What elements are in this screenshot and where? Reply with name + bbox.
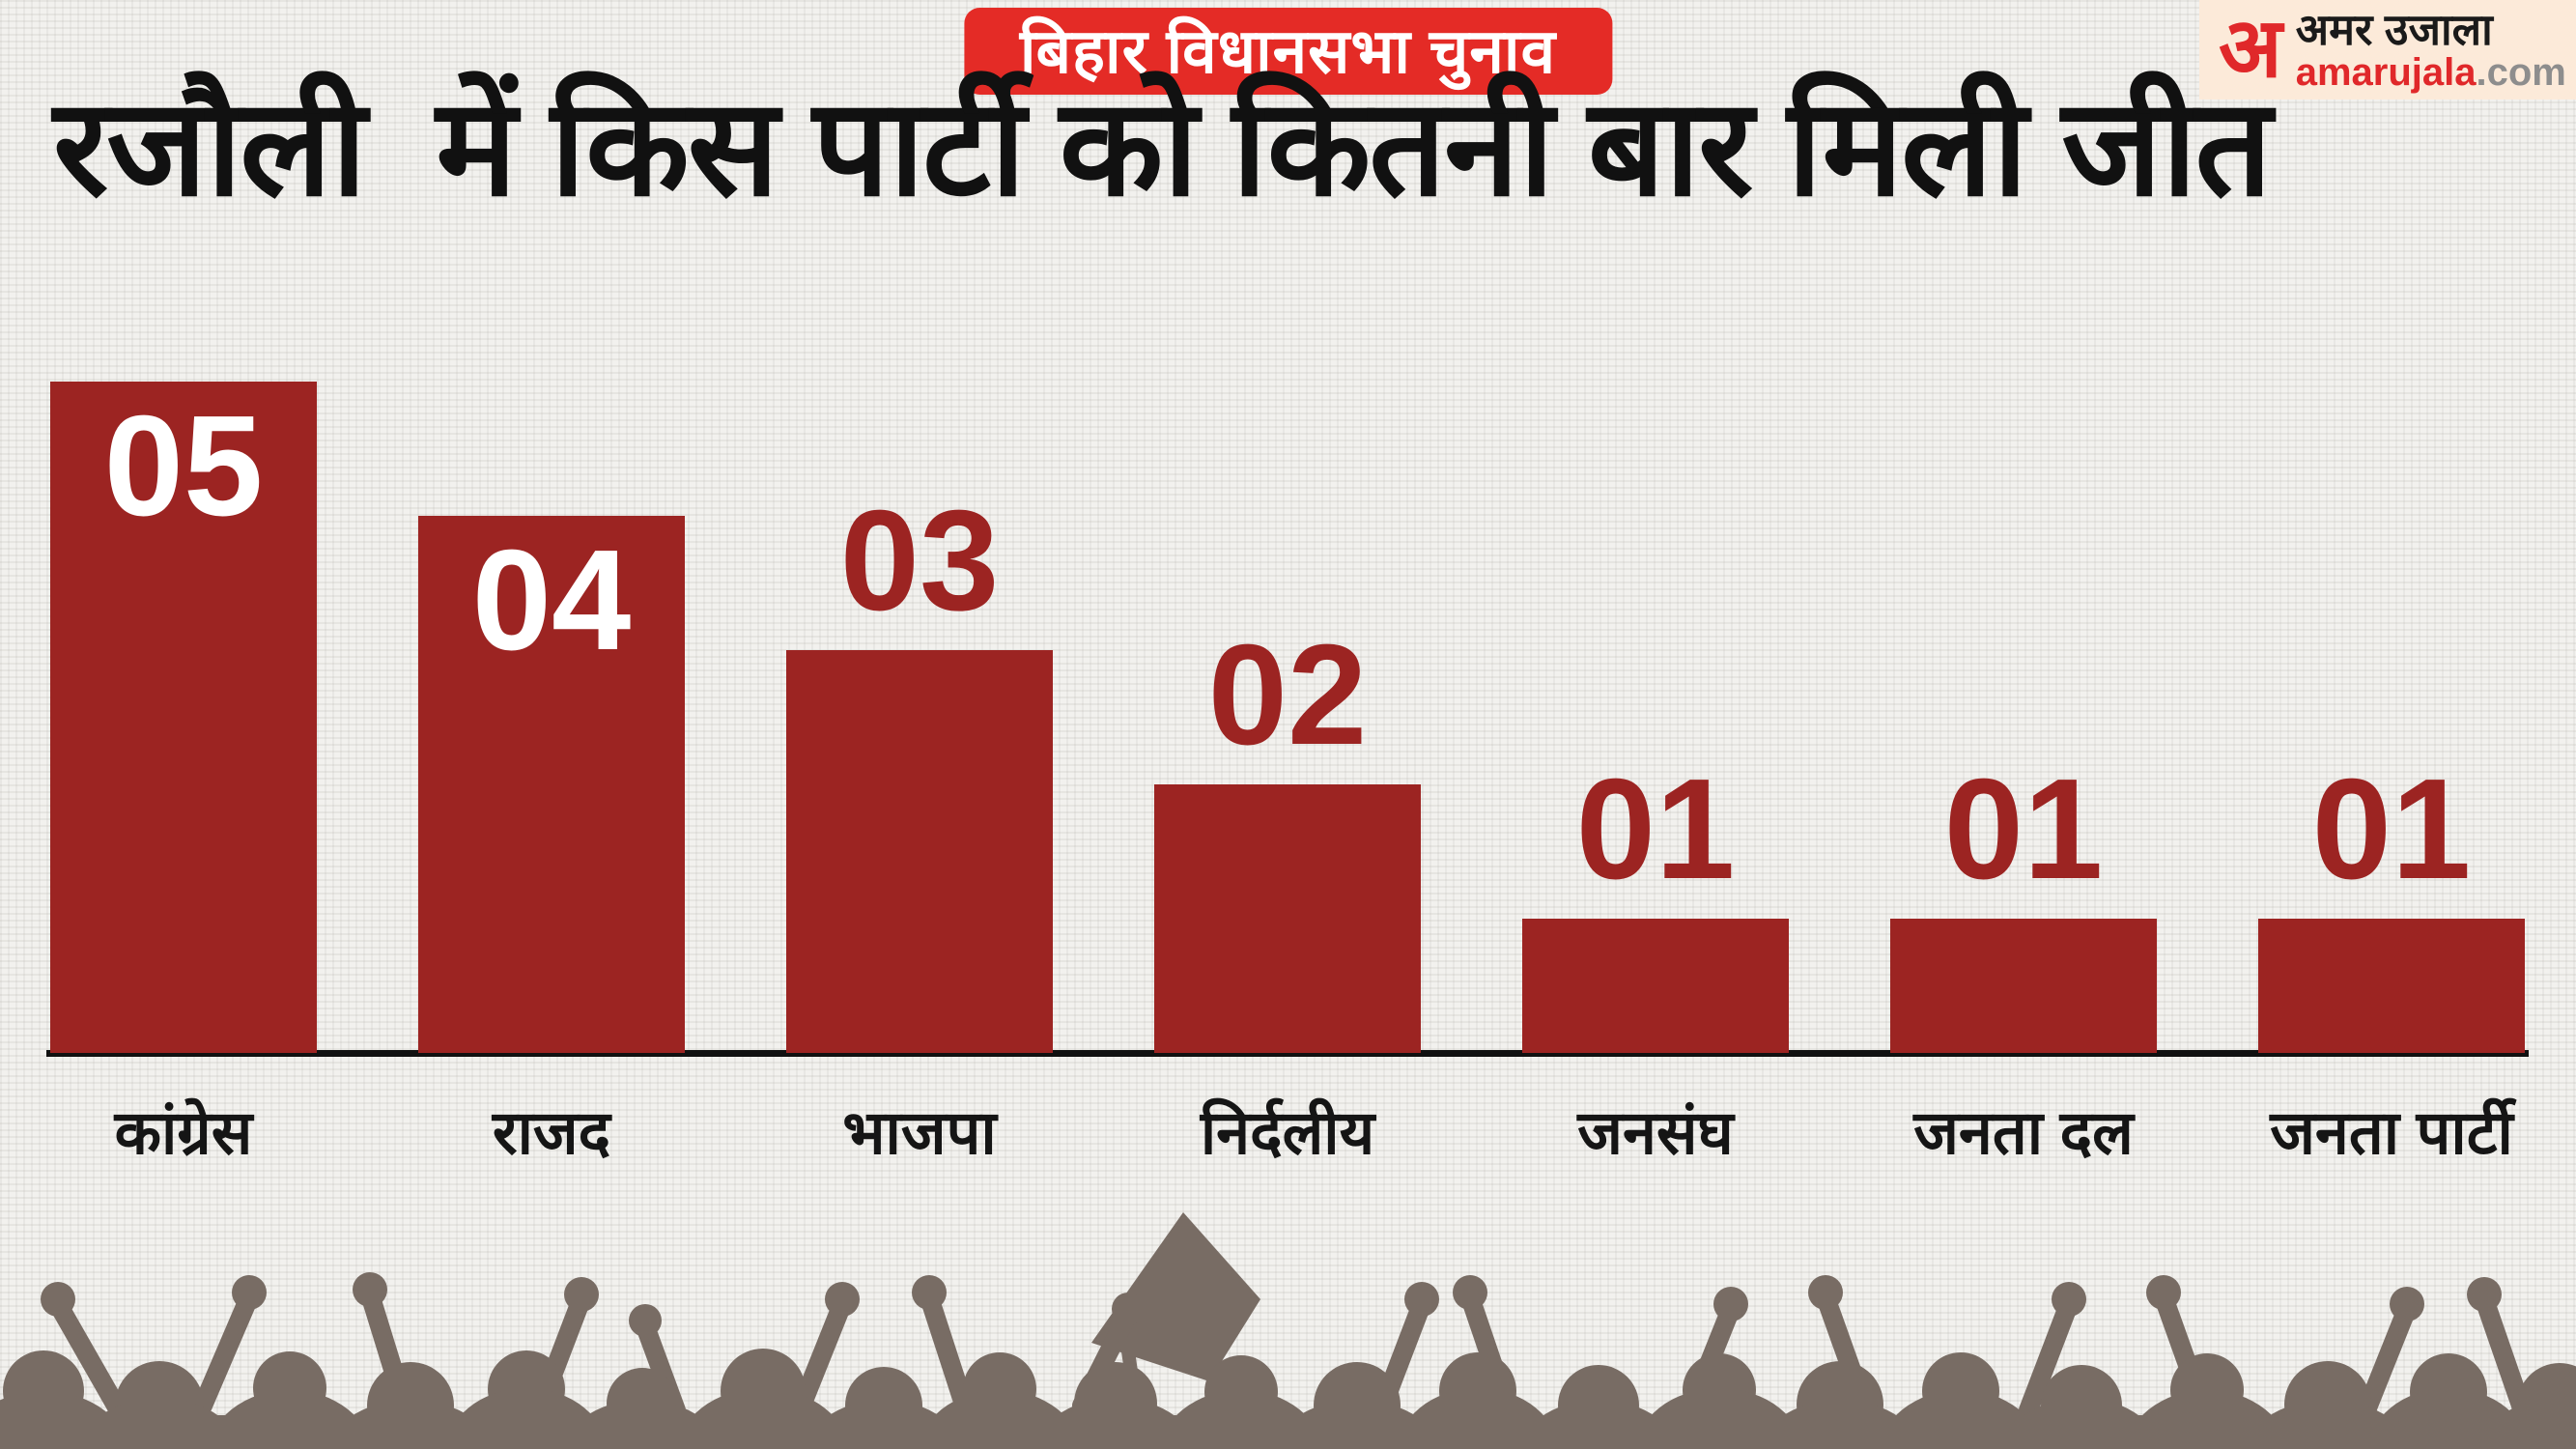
amarujala-logo: अ अमर उजाला amarujala.com	[2199, 0, 2576, 99]
logo-domain-tld: .com	[2476, 51, 2566, 95]
bar-value-label: 01	[1943, 750, 2104, 909]
bar-value-label: 02	[1207, 615, 1368, 775]
chart-title: रजौली में किस पार्टी को कितनी बार मिली ज…	[53, 71, 2272, 223]
bar-category-label: जनता दल	[1913, 1099, 2134, 1167]
bar	[786, 650, 1053, 1053]
amarujala-logo-text: अमर उजाला amarujala.com	[2295, 4, 2566, 94]
logo-hindi-name: अमर उजाला	[2295, 4, 2493, 54]
bar-value-label: 05	[103, 386, 264, 546]
amarujala-logo-icon: अ	[2219, 1, 2282, 95]
bar	[1890, 919, 2157, 1053]
crowd-silhouette-graphic	[0, 1212, 2576, 1449]
bar-group: 01	[2258, 758, 2525, 1053]
bar	[2258, 919, 2525, 1053]
x-axis-line	[46, 1050, 2529, 1057]
bar-group: 03	[786, 490, 1053, 1053]
bar-category-label: जनसंघ	[1577, 1099, 1734, 1167]
bar-group: 01	[1890, 758, 2157, 1053]
bar-value-label: 03	[839, 481, 1000, 640]
bar-group: 05	[50, 382, 317, 1053]
logo-domain-name: amarujala	[2295, 51, 2477, 95]
bar-category-label: निर्दलीय	[1200, 1099, 1375, 1167]
category-badge: बिहार विधानसभा चुनाव	[963, 8, 1613, 95]
bar-category-label: भाजपा	[842, 1099, 997, 1167]
bar-group: 01	[1522, 758, 1789, 1053]
flag-icon	[1091, 1212, 1260, 1381]
bar	[418, 516, 685, 1053]
bar-value-label: 01	[2311, 750, 2472, 909]
raised-fists	[41, 1272, 2531, 1420]
bar	[50, 382, 317, 1053]
bar-group: 04	[418, 516, 685, 1053]
bar-category-label: जनता पार्टी	[2270, 1099, 2513, 1167]
bar-category-label: कांग्रेस	[114, 1099, 253, 1167]
logo-domain: amarujala.com	[2296, 52, 2566, 93]
crowd-bodies	[0, 1388, 2576, 1449]
bar	[1154, 784, 1421, 1053]
bar	[1522, 919, 1789, 1053]
bar-value-label: 04	[471, 521, 632, 680]
bar-group: 02	[1154, 624, 1421, 1053]
bar-category-label: राजद	[492, 1099, 611, 1167]
bar-value-label: 01	[1575, 750, 1736, 909]
